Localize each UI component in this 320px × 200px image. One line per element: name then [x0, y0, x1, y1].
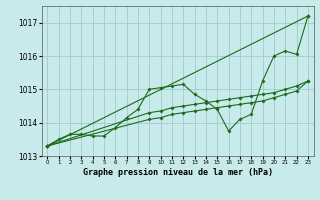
X-axis label: Graphe pression niveau de la mer (hPa): Graphe pression niveau de la mer (hPa) — [83, 168, 273, 177]
